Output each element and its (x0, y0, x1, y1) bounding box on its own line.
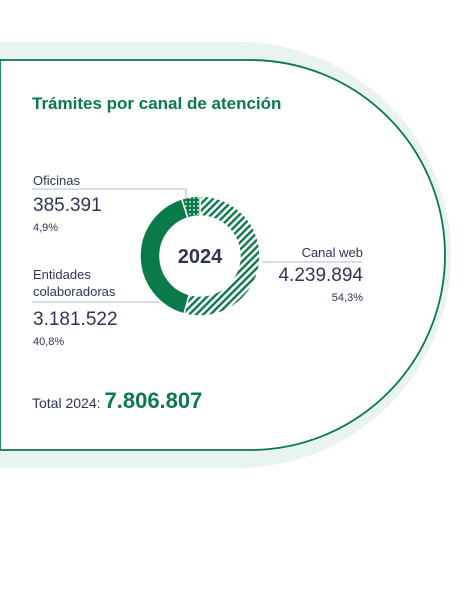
donut-center-label: 2024 (178, 246, 223, 268)
label-canal-web: Canal web (301, 245, 363, 260)
value-oficinas: 385.391 (33, 195, 102, 216)
percent-oficinas: 4,9% (33, 222, 59, 234)
label-entidades-colaboradoras: Entidades colaboradoras (33, 267, 116, 299)
total-summary: Total 2024: 7.806.807 (32, 388, 202, 414)
label-oficinas: Oficinas (33, 173, 80, 188)
value-entidades-colaboradoras: 3.181.522 (33, 309, 118, 330)
donut-slice-canal-web (183, 195, 261, 317)
percent-canal-web: 54,3% (331, 292, 363, 304)
percent-entidades-colaboradoras: 40,8% (33, 336, 65, 348)
donut-slice-oficinas (180, 195, 201, 219)
value-canal-web: 4.239.894 (278, 265, 363, 286)
card-panel (0, 59, 446, 451)
total-label: Total 2024: (32, 395, 101, 411)
chart-title: Trámites por canal de atención (32, 94, 282, 113)
total-value: 7.806.807 (104, 388, 203, 413)
